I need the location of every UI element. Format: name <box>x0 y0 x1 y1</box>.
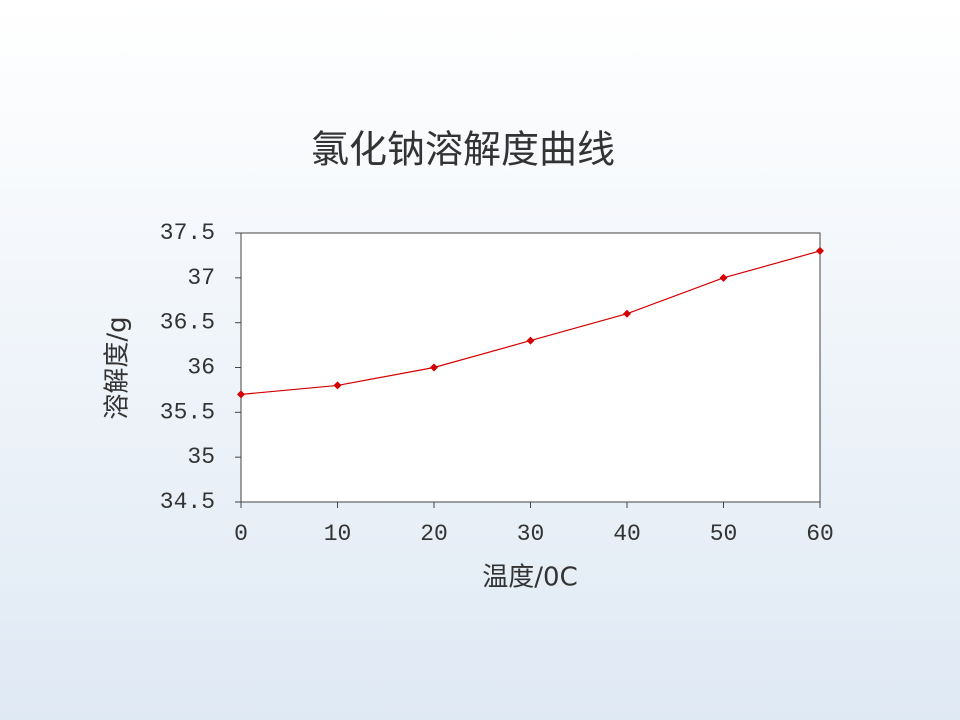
data-marker <box>237 390 245 399</box>
data-marker <box>430 363 438 372</box>
plot-area <box>240 232 821 503</box>
chart-title: 氯化钠溶解度曲线 <box>311 128 615 172</box>
y-tick-label: 36.5 <box>160 310 215 336</box>
x-axis-label: 温度/0C <box>482 563 577 593</box>
x-tick-label: 0 <box>234 521 248 547</box>
x-tick-label: 60 <box>806 521 834 547</box>
data-marker <box>526 336 535 345</box>
x-tick-label: 20 <box>420 521 448 547</box>
x-tick-label: 30 <box>517 521 545 547</box>
data-marker <box>333 381 342 390</box>
y-axis-label: 溶解度/g <box>103 316 133 419</box>
y-tick-label: 35.5 <box>160 399 215 425</box>
y-tick-label: 36 <box>187 355 215 381</box>
data-marker <box>623 309 631 318</box>
y-tick-label: 37 <box>187 265 215 291</box>
data-marker <box>719 273 728 282</box>
y-tick-label: 35 <box>187 444 215 470</box>
x-tick-label: 50 <box>710 521 738 547</box>
data-marker <box>816 246 824 255</box>
y-tick-label: 37.5 <box>160 220 215 246</box>
x-tick-label: 40 <box>613 521 641 547</box>
y-tick-label: 34.5 <box>160 489 215 515</box>
x-tick-label: 10 <box>324 521 352 547</box>
